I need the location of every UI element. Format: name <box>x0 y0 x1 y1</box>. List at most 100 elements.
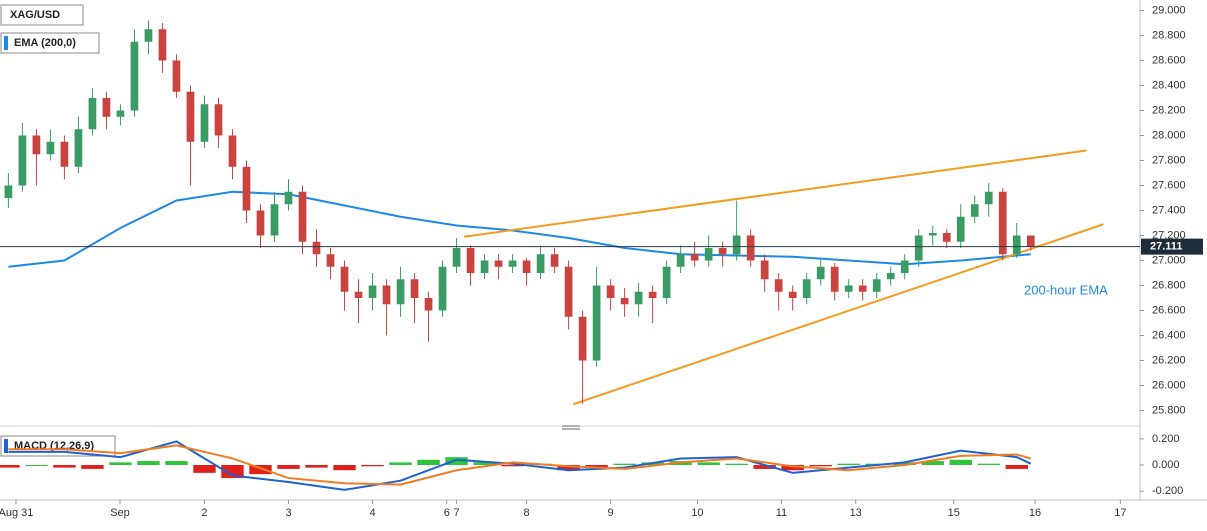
histogram-bar <box>501 465 524 467</box>
y-tick-label: 28.000 <box>1152 129 1186 141</box>
histogram-bar <box>809 465 832 467</box>
candle-body <box>298 191 307 242</box>
candle-body <box>270 204 279 236</box>
y-tick-label: 27.600 <box>1152 179 1186 191</box>
candle-body <box>340 266 349 292</box>
candle-body <box>60 141 69 167</box>
histogram-bar <box>277 465 300 469</box>
candle-body <box>732 235 741 255</box>
ema-line <box>8 190 1031 268</box>
candle-body <box>172 60 181 92</box>
candle-body <box>774 279 783 292</box>
histogram-bar <box>249 465 272 475</box>
candle-body <box>704 248 713 261</box>
candle-body <box>844 285 853 292</box>
candle-body <box>998 191 1007 255</box>
x-tick-label: 8 <box>524 507 530 519</box>
y-tick-label: 27.800 <box>1152 154 1186 166</box>
x-tick-label: Aug 31 <box>0 507 33 519</box>
histogram-bar <box>557 465 580 471</box>
candle-body <box>788 291 797 298</box>
candle-body <box>46 141 55 155</box>
candle-body <box>676 254 685 267</box>
x-tick-label: 4 <box>369 507 375 519</box>
candle-body <box>410 279 419 298</box>
candle-body <box>872 279 881 292</box>
histogram-bar <box>137 461 160 465</box>
histogram-bar <box>697 462 720 465</box>
histogram-bar <box>389 462 412 465</box>
candle-body <box>746 235 755 261</box>
histogram-bar <box>53 465 76 468</box>
histogram-bar <box>753 465 776 469</box>
candle-body <box>634 291 643 305</box>
candle-body <box>368 285 377 298</box>
histogram-bar <box>193 465 216 473</box>
histogram-bar <box>1005 465 1028 469</box>
candle-body <box>536 254 545 273</box>
symbol-tag[interactable] <box>0 4 84 26</box>
y-tick-label: 27.000 <box>1152 254 1186 266</box>
candle-body <box>214 104 223 136</box>
candle-body <box>620 298 629 305</box>
candle-body <box>802 279 811 298</box>
candle-body <box>564 266 573 317</box>
y-tick-label: 26.000 <box>1152 379 1186 391</box>
candle-body <box>494 260 503 267</box>
candle-body <box>816 266 825 280</box>
splitter-handle[interactable] <box>562 425 580 430</box>
candle-body <box>690 254 699 261</box>
candle-body <box>312 241 321 255</box>
last-price-box <box>1141 238 1203 255</box>
histogram-bar <box>333 465 356 471</box>
candle-body <box>186 91 195 142</box>
candle-body <box>592 285 601 361</box>
candle-body <box>452 248 461 267</box>
candle-body <box>424 298 433 311</box>
candle-body <box>648 291 657 298</box>
y-tick-label: 27.200 <box>1152 229 1186 241</box>
candle-body <box>354 291 363 298</box>
candle-body <box>88 98 97 130</box>
y-tick-label: 28.800 <box>1152 29 1186 41</box>
x-tick-label: 17 <box>1114 507 1126 519</box>
last-price-label: 27.111 <box>1150 241 1182 253</box>
candle-body <box>382 285 391 305</box>
x-tick-label: 6 <box>444 507 450 519</box>
histogram-bar <box>81 465 104 469</box>
histogram-bar <box>949 459 972 465</box>
histogram-bar <box>473 462 496 465</box>
candle-body <box>158 29 167 61</box>
ema-annotation: 200-hour EMA <box>1024 282 1108 297</box>
y-tick-label: 25.800 <box>1152 404 1186 416</box>
x-tick-label: 11 <box>776 507 787 519</box>
candle-body <box>578 316 587 361</box>
histogram-bar <box>361 465 384 467</box>
x-tick-label: Sep <box>110 507 130 519</box>
y-tick-label: 29.000 <box>1152 4 1186 16</box>
y-tick-label: 0.200 <box>1152 433 1180 445</box>
histogram-bar <box>417 459 440 465</box>
signal-line <box>8 444 1032 486</box>
histogram-bar <box>725 463 748 465</box>
x-tick-label: 10 <box>691 507 703 519</box>
candle-body <box>550 254 559 267</box>
candle-body <box>242 166 251 211</box>
trendline <box>463 149 1087 238</box>
candle-body <box>480 260 489 273</box>
x-tick-label: 15 <box>948 507 960 519</box>
histogram-bar <box>613 463 636 465</box>
candle-body <box>606 285 615 298</box>
histogram-bar <box>221 465 244 479</box>
ema-tag[interactable] <box>0 32 100 54</box>
x-tick-label: 16 <box>1029 507 1041 519</box>
histogram-bar <box>445 457 468 465</box>
candle-body <box>102 98 111 117</box>
candle-body <box>942 233 951 242</box>
candle-body <box>396 279 405 305</box>
candle-body <box>760 260 769 280</box>
histogram-bar <box>305 465 328 468</box>
ema-swatch <box>4 36 8 50</box>
